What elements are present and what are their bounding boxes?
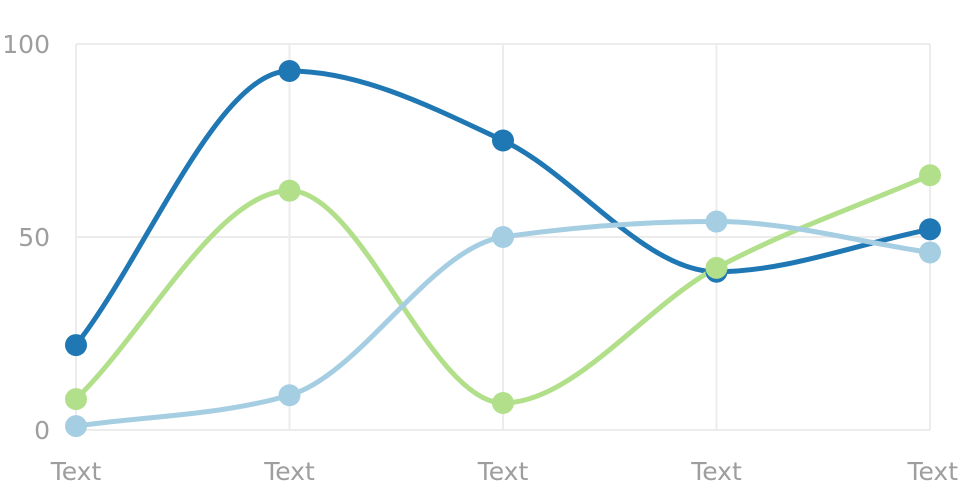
- series-3-point: [705, 210, 728, 233]
- series-1-point: [492, 129, 514, 152]
- x-tick-label: Text: [263, 457, 315, 486]
- series-1-point: [278, 60, 301, 83]
- series-2-point: [65, 388, 87, 411]
- series-3-point: [65, 415, 87, 438]
- series-2-point: [919, 164, 941, 187]
- x-axis-tick-labels: Text Text Text Text Text: [50, 457, 958, 486]
- x-tick-label: Text: [906, 457, 958, 486]
- x-tick-label: Text: [477, 457, 529, 486]
- series-1-point: [919, 218, 941, 241]
- series-2-point: [492, 391, 514, 414]
- series-1-line: [73, 68, 933, 348]
- x-tick-label: Text: [690, 457, 742, 486]
- series-3-point: [278, 384, 301, 407]
- series-1-point: [65, 334, 87, 357]
- series-3-point: [919, 241, 941, 264]
- y-axis-tick-labels: 0 50 100: [2, 30, 50, 445]
- series-2-line: [73, 172, 933, 406]
- y-tick-label: 100: [2, 30, 50, 59]
- series-2-point: [705, 256, 728, 279]
- x-tick-label: Text: [50, 457, 102, 486]
- series-points: [65, 60, 941, 438]
- series-3-point: [492, 226, 514, 248]
- y-tick-label: 0: [34, 416, 50, 445]
- y-tick-label: 50: [18, 223, 50, 252]
- series-2-point: [278, 179, 301, 202]
